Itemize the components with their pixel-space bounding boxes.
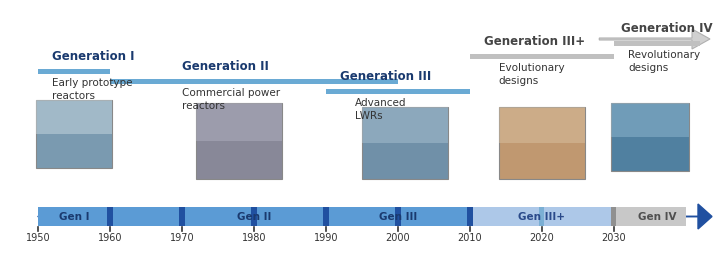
Text: Advanced
LWRs: Advanced LWRs <box>355 98 406 121</box>
Bar <box>323 207 329 226</box>
Text: Generation II: Generation II <box>182 60 269 73</box>
Text: 2030: 2030 <box>601 233 626 243</box>
Bar <box>179 207 185 226</box>
Bar <box>362 107 448 143</box>
Bar <box>197 103 282 179</box>
Bar <box>251 207 257 226</box>
Text: Gen IV: Gen IV <box>638 212 676 221</box>
Bar <box>611 103 688 137</box>
Text: Generation IV: Generation IV <box>621 22 713 35</box>
Bar <box>197 103 282 141</box>
Text: 2000: 2000 <box>385 233 410 243</box>
Bar <box>611 103 688 171</box>
Text: 1970: 1970 <box>170 233 194 243</box>
Bar <box>499 107 585 179</box>
Text: 2020: 2020 <box>529 233 554 243</box>
Text: 1990: 1990 <box>314 233 338 243</box>
Bar <box>110 79 397 84</box>
Text: Commercial power
reactors: Commercial power reactors <box>182 88 280 111</box>
Text: Gen II: Gen II <box>237 212 271 221</box>
Text: Revolutionary
designs: Revolutionary designs <box>628 50 700 73</box>
Bar <box>613 41 700 46</box>
Text: Gen III+: Gen III+ <box>518 212 565 221</box>
Text: 2010: 2010 <box>457 233 482 243</box>
Bar <box>611 207 616 226</box>
Bar <box>395 207 401 226</box>
Bar <box>36 100 112 134</box>
FancyArrow shape <box>38 204 712 229</box>
Text: Generation III+: Generation III+ <box>484 35 585 48</box>
Text: 1980: 1980 <box>242 233 266 243</box>
Bar <box>613 207 685 226</box>
Bar <box>38 207 469 226</box>
Bar <box>36 100 112 168</box>
Bar <box>107 207 113 226</box>
Bar <box>38 69 110 74</box>
Text: Generation III: Generation III <box>341 70 431 83</box>
Text: Evolutionary
designs: Evolutionary designs <box>498 63 564 86</box>
Bar <box>467 207 473 226</box>
Bar <box>469 54 613 59</box>
Text: Gen III: Gen III <box>379 212 417 221</box>
Text: Gen I: Gen I <box>59 212 89 221</box>
Bar <box>469 207 613 226</box>
Text: Generation I: Generation I <box>53 50 135 63</box>
Text: Early prototype
reactors: Early prototype reactors <box>53 78 133 101</box>
Bar <box>499 107 585 143</box>
Bar <box>362 107 448 179</box>
FancyArrow shape <box>599 29 710 49</box>
Text: 1950: 1950 <box>26 233 50 243</box>
Bar <box>326 89 469 94</box>
Text: 1960: 1960 <box>98 233 122 243</box>
Bar <box>539 207 544 226</box>
